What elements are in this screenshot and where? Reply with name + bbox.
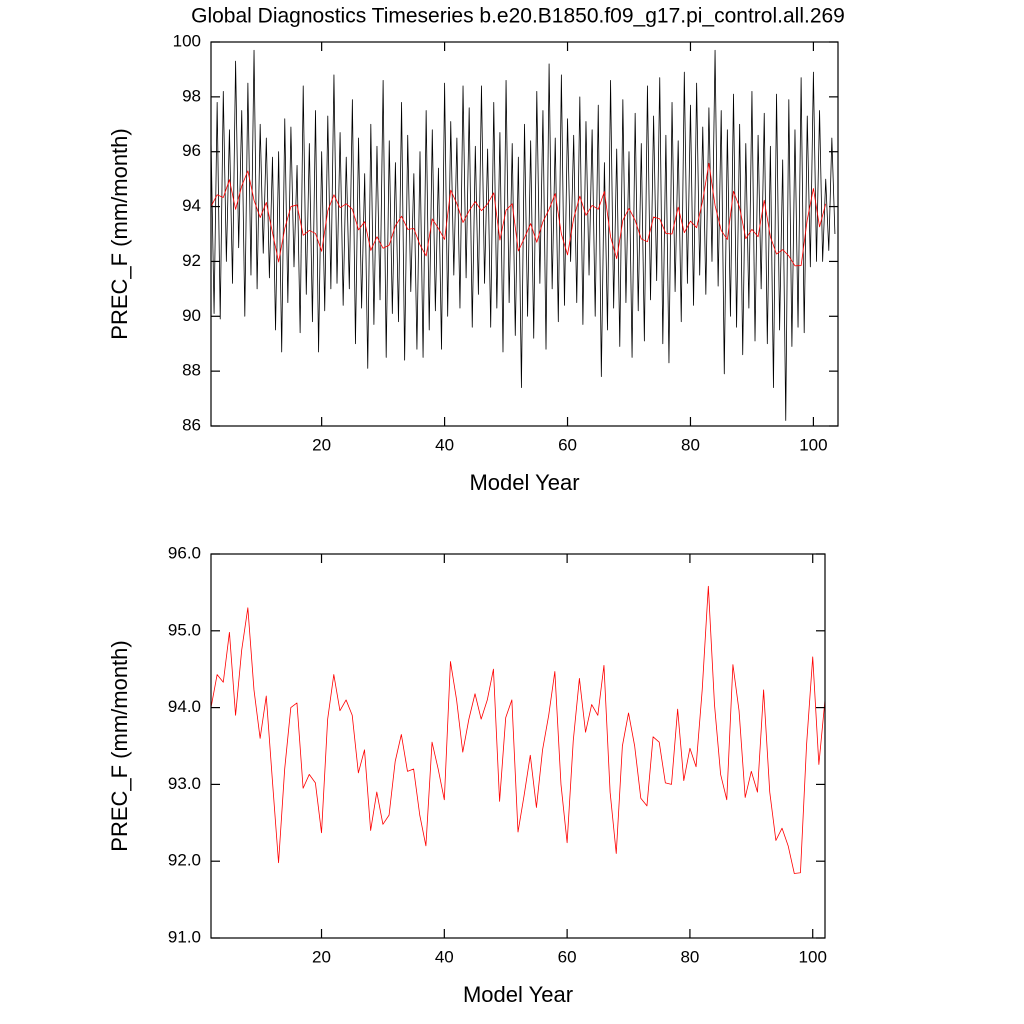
y-tick-label: 94 <box>182 196 201 215</box>
x-tick-label: 80 <box>680 947 699 966</box>
y-tick-label: 96 <box>182 141 201 160</box>
y-tick-label: 100 <box>173 31 201 50</box>
y-tick-label: 90 <box>182 306 201 325</box>
data-line <box>210 49 836 421</box>
x-axis-title: Model Year <box>469 470 579 495</box>
y-tick-label: 92.0 <box>168 851 201 870</box>
x-tick-label: 100 <box>799 947 827 966</box>
data-line <box>210 162 827 267</box>
y-axis-title: PREC_F (mm/month) <box>107 128 132 339</box>
y-axis-title: PREC_F (mm/month) <box>107 640 132 851</box>
plot-frame <box>210 553 826 939</box>
y-tick-label: 93.0 <box>168 774 201 793</box>
y-tick-label: 88 <box>182 361 201 380</box>
y-tick-label: 92 <box>182 251 201 270</box>
plot <box>210 585 826 874</box>
y-tick-label: 91.0 <box>168 927 201 946</box>
x-tick-label: 100 <box>799 435 827 454</box>
x-tick-label: 40 <box>435 435 454 454</box>
plot-frame <box>210 41 839 427</box>
x-tick-label: 40 <box>435 947 454 966</box>
y-tick-label: 96.0 <box>168 543 201 562</box>
y-tick-label: 86 <box>182 415 201 434</box>
x-axis-title: Model Year <box>463 982 573 1007</box>
plot <box>210 49 836 421</box>
x-tick-label: 20 <box>312 435 331 454</box>
x-tick-label: 20 <box>312 947 331 966</box>
x-tick-label: 60 <box>558 435 577 454</box>
data-line <box>210 585 826 874</box>
chart-title: Global Diagnostics Timeseries b.e20.B185… <box>191 5 845 28</box>
y-tick-label: 94.0 <box>168 697 201 716</box>
x-tick-label: 60 <box>558 947 577 966</box>
y-tick-label: 95.0 <box>168 620 201 639</box>
x-tick-label: 80 <box>681 435 700 454</box>
y-tick-label: 98 <box>182 86 201 105</box>
